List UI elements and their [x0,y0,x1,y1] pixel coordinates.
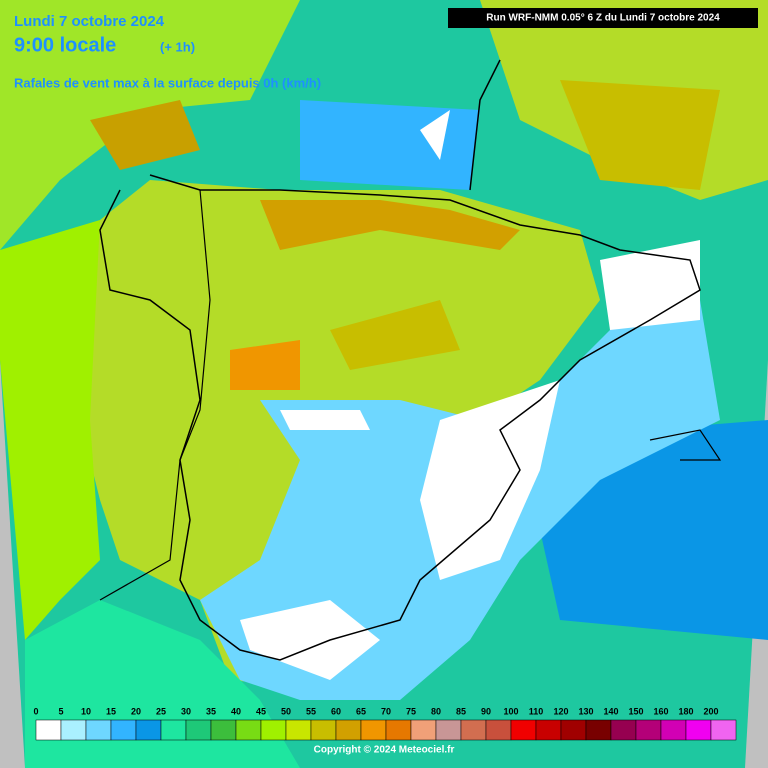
island [649,429,722,461]
legend-swatch [610,719,637,741]
legend-label: 40 [231,706,241,716]
legend-swatch [35,719,62,741]
legend-label: 15 [106,706,116,716]
legend-swatch [710,719,737,741]
run-info: Run WRF-NMM 0.05° 6 Z du Lundi 7 octobre… [486,13,720,24]
legend-swatch [460,719,487,741]
offset: (+ 1h) [160,39,195,54]
legend-swatch [660,719,687,741]
legend-label: 0 [33,706,38,716]
legend-label: 65 [356,706,366,716]
copyright: Copyright © 2024 Meteociel.fr [314,745,455,756]
legend-label: 70 [381,706,391,716]
wind-field [0,0,300,250]
legend-label: 25 [156,706,166,716]
legend-swatch [210,719,237,741]
legend-swatch [385,719,412,741]
wind-field [0,220,100,640]
legend-label: 45 [256,706,266,716]
legend-label: 20 [131,706,141,716]
legend-label: 160 [653,706,668,716]
legend-label: 75 [406,706,416,716]
legend-label: 100 [503,706,518,716]
wind-field [230,340,300,390]
legend: 0 5 10 15 20 25 30 35 40 45 50 55 60 65 70 75 80 85 90 100 1… [33,706,737,741]
wind-field [260,200,520,250]
legend-label: 90 [481,706,491,716]
wind-field [560,80,720,190]
wind-field [420,110,450,160]
legend-swatch [635,719,662,741]
date: Lundi 7 octobre 2024 [14,13,165,30]
coastline [99,174,701,661]
wind-field [90,100,200,170]
legend-swatch [110,719,137,741]
time: 9:00 locale [14,34,116,56]
legend-swatch [685,719,712,741]
legend-label: 110 [529,706,544,716]
legend-swatch [285,719,312,741]
legend-label: 200 [703,706,718,716]
legend-label: 120 [553,706,568,716]
legend-label: 140 [603,706,618,716]
legend-label: 10 [81,706,91,716]
legend-label: 130 [578,706,593,716]
legend-label: 30 [181,706,191,716]
legend-swatch [410,719,437,741]
legend-swatch [160,719,187,741]
legend-swatch [260,719,287,741]
legend-swatch [585,719,612,741]
legend-label: 85 [456,706,466,716]
legend-label: 35 [206,706,216,716]
wind-field [240,600,380,680]
legend-swatch [135,719,162,741]
wind-field [420,380,560,580]
legend-label: 5 [58,706,63,716]
legend-swatch [85,719,112,741]
wind-field [280,410,370,430]
legend-swatch [60,719,87,741]
legend-label: 150 [628,706,643,716]
legend-swatch [510,719,537,741]
legend-swatch [185,719,212,741]
wind-field [300,100,480,190]
wind-field [600,240,700,330]
legend-swatch [435,719,462,741]
legend-swatch [360,719,387,741]
legend-swatch [310,719,337,741]
legend-swatch [235,719,262,741]
legend-label: 80 [431,706,441,716]
subtitle: Rafales de vent max à la surface depuis … [14,75,321,90]
legend-swatch [485,719,512,741]
legend-label: 180 [678,706,693,716]
legend-label: 55 [306,706,316,716]
legend-swatch [535,719,562,741]
coastline [469,59,501,191]
wind-field [330,300,460,370]
run-info-box [448,8,758,28]
legend-label: 50 [281,706,291,716]
legend-swatch [560,719,587,741]
border [99,189,211,601]
legend-label: 60 [331,706,341,716]
legend-swatch [335,719,362,741]
